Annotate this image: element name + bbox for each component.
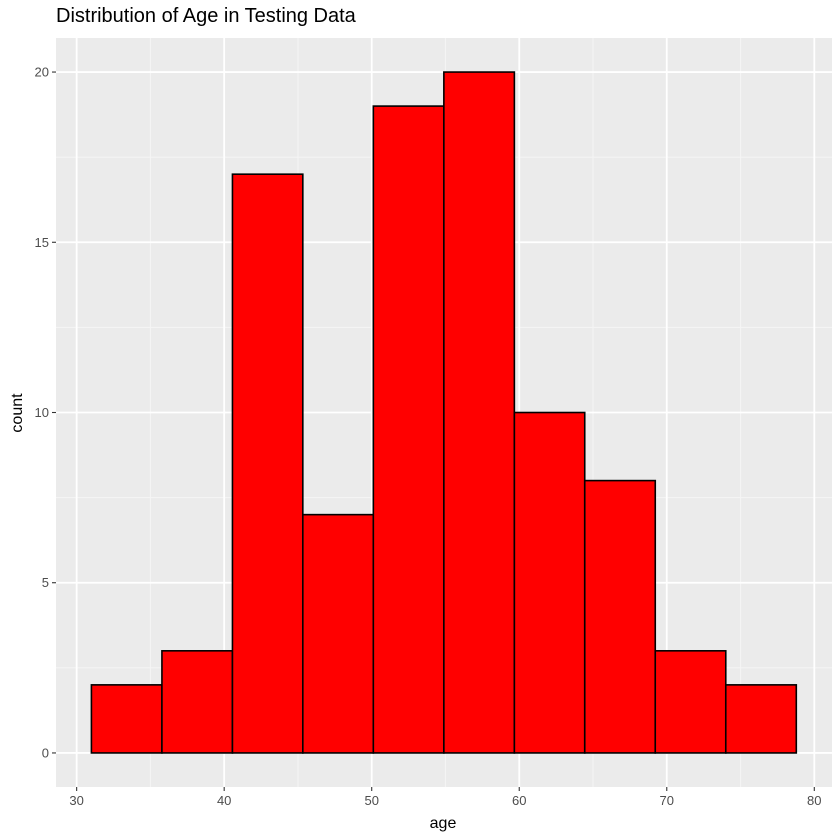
histogram-bars	[90, 71, 798, 754]
x-tick-label: 80	[807, 793, 821, 808]
histogram-bar	[372, 105, 445, 754]
histogram-bar	[513, 411, 586, 754]
y-tick-label: 5	[42, 575, 49, 590]
histogram-bar	[443, 71, 516, 754]
y-tick-label: 20	[35, 65, 49, 80]
histogram-bar	[654, 650, 727, 754]
histogram-bar	[302, 513, 375, 754]
x-tick-label: 40	[217, 793, 231, 808]
y-axis-label: count	[9, 393, 26, 433]
y-tick-label: 15	[35, 235, 49, 250]
histogram-bar	[724, 684, 798, 754]
chart-title: Distribution of Age in Testing Data	[56, 5, 356, 27]
y-tick-label: 0	[42, 745, 49, 760]
x-tick-label: 70	[660, 793, 674, 808]
histogram-bar	[161, 650, 234, 754]
histogram-bar	[231, 173, 304, 754]
x-tick-label: 60	[512, 793, 526, 808]
x-axis: 30 40 50 60 70 80	[69, 787, 822, 808]
x-tick-label: 30	[69, 793, 83, 808]
histogram-bar	[90, 684, 163, 754]
x-tick-label: 50	[364, 793, 378, 808]
histogram-bar	[583, 479, 657, 754]
y-tick-label: 10	[35, 405, 49, 420]
y-axis: 0 5 10 15 20	[35, 65, 56, 760]
x-axis-label: age	[430, 815, 457, 832]
